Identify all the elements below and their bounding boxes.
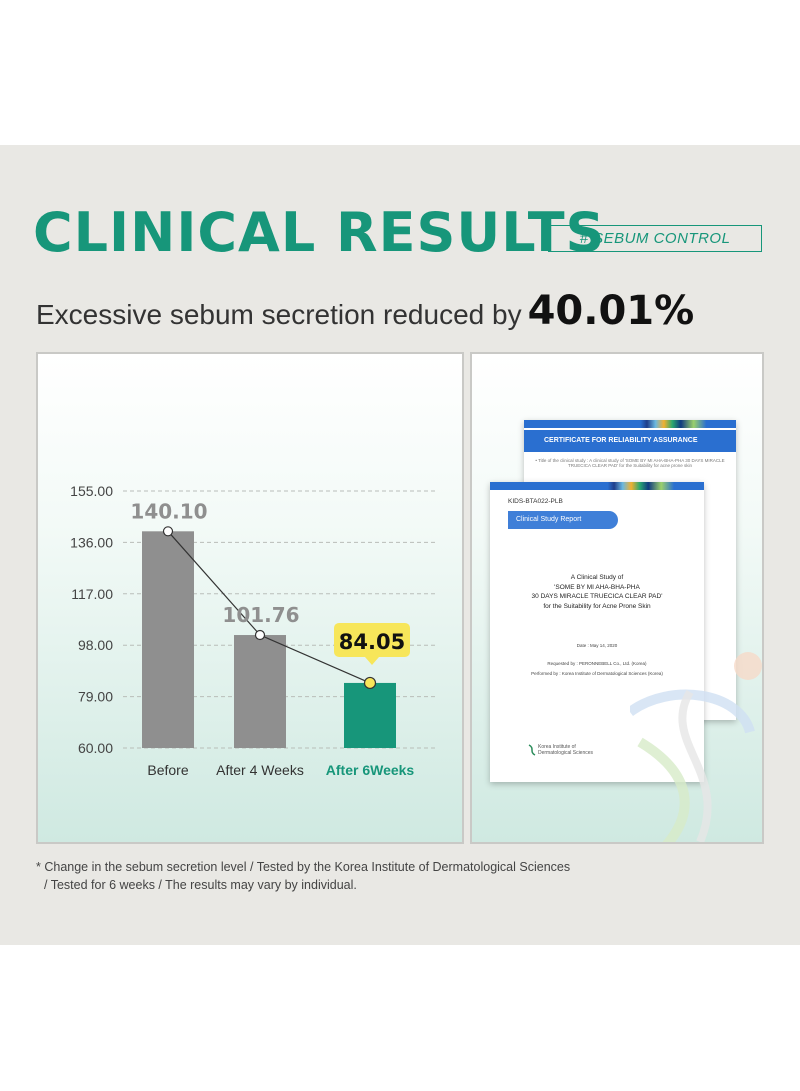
callout-pointer (365, 656, 379, 665)
report-label: Clinical Study Report (508, 511, 618, 529)
study-report-document: KIDS-BTA022-PLB Clinical Study Report A … (490, 482, 762, 842)
data-point (363, 676, 377, 690)
certificate-panel: CERTIFICATE FOR RELIABILITY ASSURANCE • … (470, 352, 764, 844)
y-tick-label: 155.00 (70, 483, 113, 499)
sebum-control-tag: # SEBUM CONTROL (548, 225, 762, 252)
data-label: 101.76 (222, 603, 299, 627)
footnote-line: / Tested for 6 weeks / The results may v… (44, 878, 357, 892)
bar (234, 635, 286, 748)
y-tick-label: 60.00 (78, 740, 113, 756)
institute-swirl-icon (630, 652, 762, 842)
institute-name-line: Dermatological Sciences (538, 750, 594, 756)
report-date: Date : May 14, 2020 (576, 643, 618, 648)
report-performed-by: Performed by : Korea Institute of Dermat… (531, 671, 663, 676)
subtitle: Excessive sebum secretion reduced by 40.0… (36, 286, 694, 340)
report-requested-by: Requested by : PERONNEBELL Co., Ltd. (Ko… (547, 661, 647, 666)
value-callout (334, 622, 410, 657)
reduction-percentage: 40.01% (527, 288, 695, 334)
y-tick-label: 79.00 (78, 689, 113, 705)
study-title-line: A Clinical Study of (570, 574, 624, 581)
institute-logo-icon (528, 744, 536, 756)
footnote-line: * Change in the sebum secretion level / … (36, 860, 571, 874)
data-label: 84.05 (339, 630, 405, 654)
sebum-chart: 155.00 136.00 117.00 98.00 79.00 60.00 Before A… (70, 483, 436, 778)
data-point (254, 629, 266, 641)
study-title-line: 'SOME BY MI AHA-BHA-PHA (554, 583, 640, 591)
study-title: A Clinical Study of 'SOME BY MI AHA-BHA-… (490, 573, 704, 611)
institute-name: Korea Institute of Dermatological Scienc… (538, 744, 593, 756)
report-stripe (490, 482, 704, 490)
study-title-line: 30 DAYS MIRACLE TRUECICA CLEAR PAD' (531, 593, 663, 600)
x-category-label: Before (147, 762, 188, 778)
bar (344, 682, 396, 748)
bar (142, 531, 194, 748)
certificate-title: CERTIFICATE FOR RELIABILITY ASSURANCE (524, 430, 736, 452)
certificate-text: • Title of the clinical study : A clinic… (535, 458, 725, 468)
x-category-label: After 4 Weeks (216, 762, 304, 778)
data-point (162, 526, 174, 537)
institute-name-line: Korea Institute of (538, 744, 576, 750)
report-code: KIDS-BTA022-PLB (508, 498, 563, 505)
y-tick-label: 117.00 (71, 586, 113, 602)
chart-panel: 155.00 136.00 117.00 98.00 79.00 60.00 Before A… (36, 352, 464, 844)
data-label: 140.10 (130, 499, 207, 523)
certificate-stripe (524, 420, 736, 428)
y-tick-label: 136.00 (70, 534, 113, 550)
x-category-label: After 6Weeks (326, 762, 415, 778)
page-title: CLINICAL RESULTS (33, 201, 606, 264)
subtitle-text: Excessive sebum secretion reduced by (36, 299, 522, 330)
study-title-line: for the Suitability for Acne Prone Skin (543, 602, 651, 610)
footnote: * Change in the sebum secretion level / … (36, 858, 570, 894)
y-tick-label: 98.00 (78, 637, 113, 653)
